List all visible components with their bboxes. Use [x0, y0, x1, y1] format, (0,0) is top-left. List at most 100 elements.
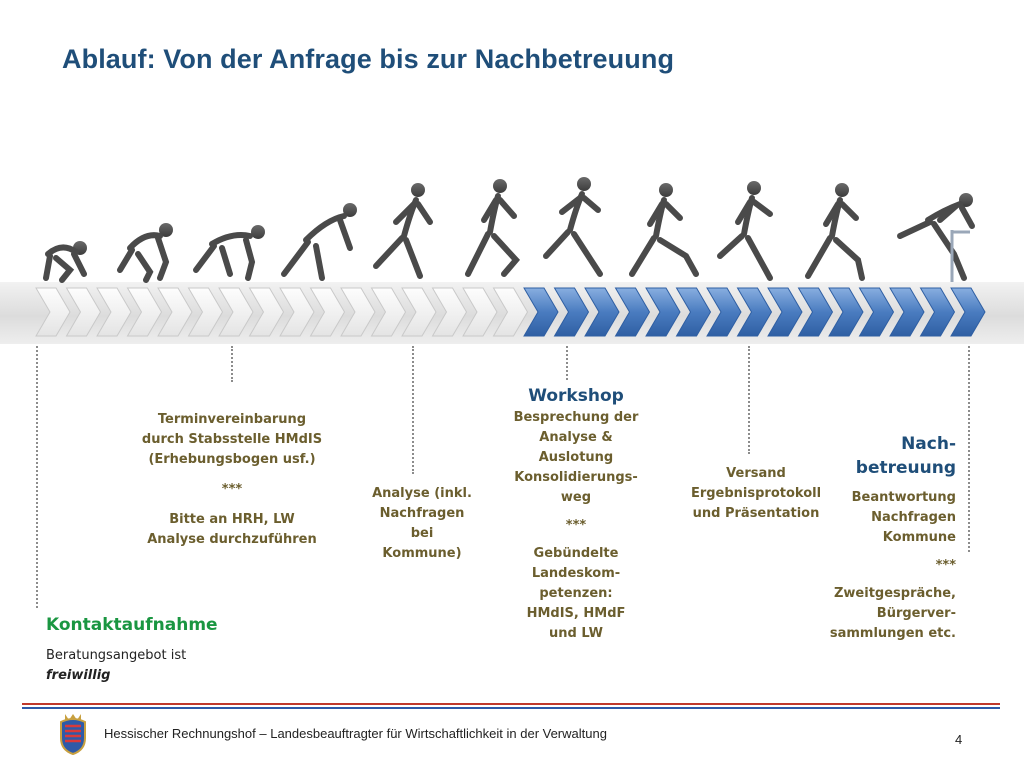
chevron-gray [401, 287, 437, 337]
chevron-gray [492, 287, 529, 337]
separator: *** [935, 558, 956, 573]
step-text: Kommune [882, 530, 956, 545]
step-text: Zweitgespräche, [834, 586, 956, 601]
step-text: Gebündelte [533, 546, 619, 561]
footer-line-red [22, 703, 1000, 705]
connector-nach [968, 346, 970, 552]
step-text: Auslotung [538, 450, 614, 465]
step-heading: Nach- [901, 434, 956, 454]
footer-text: Hessischer Rechnungshof – Landesbeauftra… [104, 726, 607, 741]
timeline-chevrons [35, 287, 986, 337]
connector-workshop [566, 346, 568, 380]
chevron-blue [706, 287, 742, 337]
chevron-blue [797, 287, 834, 337]
step-text: Kommune) [382, 546, 462, 561]
chevron-blue [889, 287, 925, 337]
step-text: HMdIS, HMdF [526, 606, 626, 621]
chevron-blue [858, 287, 895, 337]
connector-kontakt [36, 346, 38, 608]
chevron-blue [919, 287, 956, 337]
step-kontaktaufnahme: Kontaktaufnahme Beratungsangebot ist fre… [46, 612, 266, 686]
step-text: Landeskom- [531, 566, 621, 581]
page-title: Ablauf: Von der Anfrage bis zur Nachbetr… [62, 44, 675, 74]
step-text: Versand [726, 466, 786, 481]
runner-figure-icon [373, 183, 433, 279]
step-heading: Workshop [528, 386, 624, 406]
step-analyse: Analyse (inkl. Nachfragen bei Kommune) [352, 484, 492, 564]
step-text: Analyse (inkl. [372, 486, 472, 501]
footer-role: Landesbeauftragter für Wirtschaftlichkei… [270, 726, 607, 741]
hurdle-icon [950, 230, 970, 282]
chevron-gray [35, 287, 71, 337]
step-text: und Präsentation [692, 506, 820, 521]
runner-figure-icon [465, 179, 521, 277]
chevron-blue [950, 287, 986, 337]
chevron-blue [584, 287, 620, 337]
separator: *** [221, 482, 243, 497]
step-heading: betreuung [855, 458, 956, 478]
step-heading: Kontaktaufnahme [46, 615, 218, 635]
runner-figure-icon [717, 181, 773, 281]
connector-versand [748, 346, 750, 454]
connector-analyse [412, 346, 414, 474]
chevron-gray [309, 287, 346, 337]
step-text: Ergebnisprotokoll [690, 486, 822, 501]
step-text: Nachfragen [871, 510, 956, 525]
chevron-gray [370, 287, 407, 337]
runner-sequence [43, 177, 975, 283]
chevron-gray [340, 287, 376, 337]
step-text: Bitte an HRH, LW [169, 512, 295, 527]
runner-figure-icon [281, 203, 357, 281]
footer-org: Hessischer Rechnungshof [104, 726, 256, 741]
chevron-gray [96, 287, 132, 337]
chevron-gray [218, 287, 254, 337]
runner-figure-icon [543, 177, 603, 277]
step-text: sammlungen etc. [829, 626, 956, 641]
runner-figure-icon [897, 193, 975, 281]
step-nachbetreuung: Nach- betreuung Beantwortung Nachfragen … [816, 432, 956, 644]
step-text: Analyse & [539, 430, 613, 445]
chevron-blue [614, 287, 651, 337]
chevron-blue [767, 287, 803, 337]
chevron-gray [187, 287, 224, 337]
chevron-gray [248, 287, 285, 337]
step-text: und LW [549, 626, 603, 641]
chevron-gray [126, 287, 163, 337]
step-text: (Erhebungsbogen usf.) [148, 452, 316, 467]
step-text: weg [560, 490, 592, 505]
step-text: Konsolidierungs- [514, 470, 638, 485]
hesse-crest-icon [60, 714, 86, 756]
step-text: Beantwortung [851, 490, 956, 505]
step-text: Besprechung der [513, 410, 639, 425]
runner-figure-icon [629, 183, 699, 277]
runner-figure-icon [43, 241, 87, 283]
chevron-blue [553, 287, 590, 337]
step-text: durch Stabsstelle HMdIS [141, 432, 323, 447]
chevron-blue [645, 287, 681, 337]
step-text: Terminvereinbarung [157, 412, 307, 427]
chevron-blue [736, 287, 773, 337]
chevron-blue [675, 287, 712, 337]
footer-line-blue [22, 707, 1000, 709]
step-text: Analyse durchzuführen [147, 532, 317, 547]
page-number: 4 [955, 732, 963, 747]
step-text: Bürgerver- [876, 606, 956, 621]
step-terminvereinbarung: Terminvereinbarung durch Stabsstelle HMd… [132, 410, 332, 550]
chevron-blue [523, 287, 559, 337]
connector-termin [231, 346, 233, 382]
runner-figure-icon [117, 223, 173, 283]
step-text: petenzen: [539, 586, 613, 601]
separator: *** [565, 518, 587, 533]
chevron-gray [431, 287, 468, 337]
step-text: Nachfragen [379, 506, 465, 521]
step-workshop: Workshop Besprechung der Analyse & Auslo… [496, 384, 656, 644]
step-text: freiwillig [46, 668, 111, 683]
runner-figure-icon [193, 225, 265, 281]
runner-figure-icon [805, 183, 865, 281]
chevron-blue [828, 287, 864, 337]
chevron-gray [279, 287, 315, 337]
step-text: bei [410, 526, 434, 541]
chevron-gray [65, 287, 102, 337]
footer-dash: – [255, 726, 271, 741]
step-versand: Versand Ergebnisprotokoll und Präsentati… [676, 464, 836, 524]
